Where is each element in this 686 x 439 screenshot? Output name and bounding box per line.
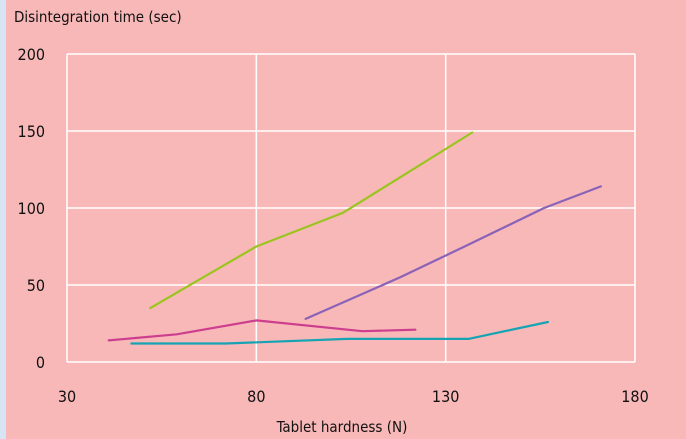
chart-background bbox=[6, 0, 686, 439]
x-tick-label: 30 bbox=[58, 387, 76, 406]
x-tick-label: 130 bbox=[432, 387, 459, 406]
y-axis-title: Disintegration time (sec) bbox=[14, 8, 182, 26]
x-tick-label: 80 bbox=[247, 387, 265, 406]
y-tick-label: 0 bbox=[36, 353, 45, 372]
series-line-2 bbox=[304, 185, 603, 320]
series-line-4 bbox=[130, 320, 550, 345]
series-line-3 bbox=[107, 319, 417, 342]
y-tick-label: 100 bbox=[18, 199, 45, 218]
y-tick-label: 200 bbox=[18, 45, 45, 64]
x-tick-label: 180 bbox=[621, 387, 648, 406]
series-group bbox=[107, 131, 603, 345]
y-tick-label: 150 bbox=[18, 122, 45, 141]
y-tick-label: 50 bbox=[27, 276, 45, 295]
series-line-1 bbox=[149, 131, 474, 310]
tick-labels: 0 50 100 150 200 30 80 130 180 bbox=[18, 45, 649, 406]
x-axis-title: Tablet hardness (N) bbox=[276, 418, 408, 436]
